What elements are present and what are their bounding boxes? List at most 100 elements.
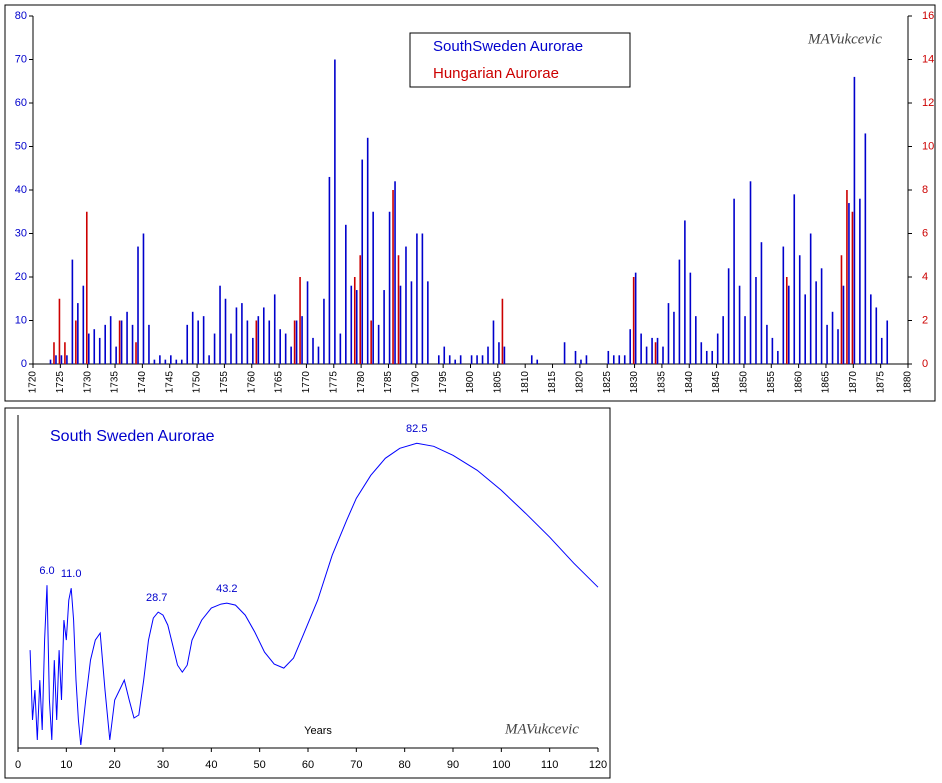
bar <box>454 359 456 364</box>
bar <box>137 246 139 364</box>
x-tick-label: 1860 <box>793 371 804 394</box>
bar <box>372 211 374 364</box>
bar <box>645 346 648 364</box>
bar <box>93 329 96 364</box>
bar <box>359 255 362 364</box>
bar <box>656 337 659 364</box>
x-tick-label: 1730 <box>82 371 93 394</box>
y2-tick-label: 0 <box>922 358 928 370</box>
bar <box>186 324 189 364</box>
bar <box>345 224 347 364</box>
y-tick-label: 60 <box>15 97 27 109</box>
bar <box>49 359 52 364</box>
x-tick-label: 1770 <box>301 371 312 394</box>
spectrum-line <box>29 442 599 746</box>
bar <box>273 294 276 364</box>
bar <box>262 307 265 364</box>
legend-entry: Hungarian Aurorae <box>433 65 559 82</box>
bar <box>793 194 796 364</box>
bar <box>684 220 686 364</box>
x-tick-label: 1745 <box>164 371 175 394</box>
x-tick-label: 1725 <box>55 371 66 394</box>
bar <box>487 346 489 364</box>
bar <box>831 311 834 364</box>
bar <box>416 233 418 364</box>
bar <box>224 298 227 364</box>
bar <box>870 294 872 364</box>
bar <box>476 355 478 364</box>
x-tick-label: 1800 <box>465 371 476 394</box>
bar <box>170 355 172 364</box>
bar <box>826 324 828 364</box>
annotation: 82.5 <box>406 423 427 435</box>
bar <box>290 346 292 364</box>
bar <box>197 320 199 364</box>
x-tick-label: 90 <box>447 759 459 771</box>
bar <box>115 346 117 364</box>
x-tick-label: 1740 <box>137 371 148 394</box>
bar <box>771 337 774 364</box>
bar <box>85 211 88 364</box>
bar <box>180 359 183 364</box>
x-tick-label: 1810 <box>520 371 531 394</box>
x-tick-label: 50 <box>254 759 266 771</box>
bar <box>840 255 843 364</box>
bar <box>202 316 205 364</box>
bar <box>437 355 440 364</box>
bar <box>782 246 785 364</box>
bar <box>148 324 150 364</box>
bar <box>230 333 232 364</box>
bar <box>689 272 692 364</box>
bar <box>536 359 539 364</box>
bar <box>864 133 867 364</box>
bar <box>886 320 889 364</box>
y2-tick-label: 10 <box>922 140 934 152</box>
bar <box>328 176 331 364</box>
y2-tick-label: 2 <box>922 314 928 326</box>
bar <box>501 298 504 364</box>
x-tick-label: 1795 <box>438 371 449 394</box>
bar <box>448 355 451 364</box>
bar <box>142 233 145 364</box>
x-tick-label: 1830 <box>629 371 640 394</box>
annotation: 28.7 <box>146 592 167 604</box>
bar <box>383 290 385 364</box>
bar <box>443 346 446 364</box>
y-tick-label: 20 <box>15 271 27 283</box>
bar <box>293 320 296 364</box>
bar <box>716 333 719 364</box>
bar <box>268 320 271 364</box>
bar <box>842 285 845 364</box>
legend-entry: SouthSweden Aurorae <box>433 38 583 55</box>
y-tick-label: 30 <box>15 227 27 239</box>
bar <box>629 329 631 364</box>
bar <box>252 337 254 364</box>
bar <box>755 277 757 364</box>
bar <box>120 320 123 364</box>
y2-tick-label: 12 <box>922 97 934 109</box>
bar <box>744 316 746 364</box>
y2-tick-label: 14 <box>922 53 934 65</box>
bar <box>334 59 336 364</box>
bar <box>678 259 681 364</box>
y2-tick-label: 4 <box>922 271 928 283</box>
bar <box>711 350 714 364</box>
bar <box>651 337 653 364</box>
bar <box>257 316 260 364</box>
bar <box>585 355 588 364</box>
x-tick-label: 1720 <box>28 371 39 394</box>
bar <box>370 320 372 364</box>
x-axis-label: Years <box>304 725 332 737</box>
bar <box>235 307 238 364</box>
x-tick-label: 30 <box>157 759 169 771</box>
bar <box>255 320 258 364</box>
x-tick-label: 20 <box>109 759 121 771</box>
bar <box>787 285 790 364</box>
y2-tick-label: 8 <box>922 184 928 196</box>
bar <box>580 359 582 364</box>
bar <box>219 285 221 364</box>
bar <box>427 281 429 364</box>
y2-tick-label: 6 <box>922 227 928 239</box>
x-tick-label: 1820 <box>575 371 586 394</box>
bar <box>388 211 391 364</box>
